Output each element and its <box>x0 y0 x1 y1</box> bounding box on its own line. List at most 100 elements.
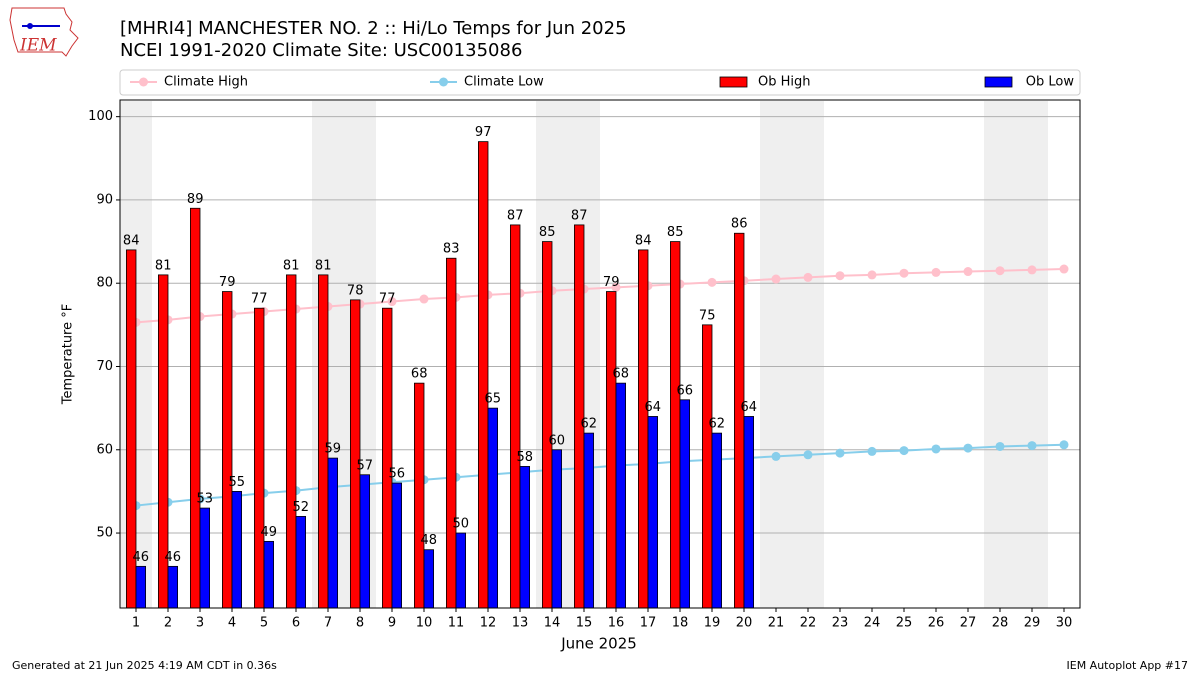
x-tick-label: 27 <box>960 616 977 631</box>
point <box>931 444 941 454</box>
bar <box>285 274 297 609</box>
x-tick-label: 6 <box>292 616 300 631</box>
y-tick-label: 60 <box>96 442 113 457</box>
logo-text: IEM <box>19 36 57 56</box>
x-tick-label: 4 <box>228 616 236 631</box>
bar <box>679 399 691 609</box>
weekend-band <box>984 101 1048 608</box>
data-label: 48 <box>421 533 438 548</box>
x-tick-label: 26 <box>928 616 945 631</box>
footer-right: IEM Autoplot App #17 <box>1067 659 1189 672</box>
data-label: 62 <box>581 417 598 432</box>
bar <box>221 291 233 609</box>
point <box>867 446 877 456</box>
bar <box>327 457 339 609</box>
x-tick-label: 16 <box>608 616 625 631</box>
data-label: 53 <box>197 492 214 507</box>
x-tick-label: 19 <box>704 616 721 631</box>
x-tick-label: 17 <box>640 616 657 631</box>
point <box>899 268 909 278</box>
logo-dot <box>27 23 33 29</box>
bar <box>349 299 361 609</box>
bar <box>263 540 275 609</box>
x-tick-label: 29 <box>1024 616 1041 631</box>
bar <box>711 432 723 609</box>
chart-title: [MHRI4] MANCHESTER NO. 2 :: Hi/Lo Temps … <box>120 18 627 39</box>
point <box>611 282 621 292</box>
legend-label: Ob High <box>758 75 811 90</box>
legend-marker <box>139 77 148 87</box>
data-label: 50 <box>453 517 470 532</box>
data-label: 78 <box>347 283 364 298</box>
data-label: 81 <box>315 258 332 273</box>
data-label: 46 <box>165 550 182 565</box>
data-label: 79 <box>603 275 620 290</box>
bar <box>135 565 147 609</box>
bar <box>743 416 755 609</box>
data-label: 64 <box>645 400 662 415</box>
point <box>835 271 845 281</box>
x-tick-label: 15 <box>576 616 593 631</box>
logo: IEM <box>9 7 79 57</box>
data-label: 57 <box>357 458 374 473</box>
bar <box>231 491 243 609</box>
data-label: 55 <box>229 475 246 490</box>
footer-left: Generated at 21 Jun 2025 4:19 AM CDT in … <box>12 659 277 672</box>
bar <box>583 432 595 609</box>
data-label: 85 <box>539 225 556 240</box>
legend-label: Climate High <box>164 75 248 90</box>
legend <box>119 69 1081 96</box>
weekend-band <box>760 101 824 608</box>
bar <box>295 515 307 609</box>
legend-marker <box>439 77 448 87</box>
data-label: 85 <box>667 225 684 240</box>
x-tick-label: 5 <box>260 616 268 631</box>
plot-frame <box>119 99 1081 609</box>
bar <box>359 474 371 609</box>
chart-subtitle: NCEI 1991-2020 Climate Site: USC00135086 <box>120 40 522 61</box>
bar <box>445 257 457 609</box>
bar <box>638 249 649 609</box>
data-label: 66 <box>677 383 694 398</box>
data-label: 77 <box>251 292 268 307</box>
x-tick-label: 23 <box>832 616 849 631</box>
data-label: 68 <box>411 367 428 382</box>
data-label: 59 <box>325 442 342 457</box>
y-tick-label: 90 <box>96 192 113 207</box>
x-tick-label: 7 <box>324 616 332 631</box>
data-label: 64 <box>741 400 758 415</box>
point <box>931 267 941 277</box>
bar <box>167 565 179 609</box>
y-tick-label: 80 <box>96 276 113 291</box>
point <box>963 443 973 453</box>
data-label: 81 <box>155 258 172 273</box>
bar <box>606 291 617 609</box>
x-tick-label: 22 <box>800 616 817 631</box>
data-label: 58 <box>517 450 534 465</box>
data-label: 83 <box>443 242 460 257</box>
data-label: 49 <box>261 525 278 540</box>
logo-outline <box>9 7 79 57</box>
bar <box>391 482 403 609</box>
x-tick-label: 14 <box>544 616 561 631</box>
point <box>1027 265 1037 275</box>
bar <box>487 407 499 609</box>
point <box>899 446 909 456</box>
x-tick-label: 24 <box>864 616 881 631</box>
x-tick-label: 25 <box>896 616 913 631</box>
x-tick-label: 9 <box>388 616 396 631</box>
bar <box>253 307 265 609</box>
x-tick-label: 11 <box>448 616 465 631</box>
point <box>963 267 973 277</box>
data-label: 97 <box>475 125 492 140</box>
data-label: 65 <box>485 392 502 407</box>
point <box>867 270 877 280</box>
legend-label: Ob Low <box>1026 75 1075 90</box>
bar <box>670 241 681 609</box>
point <box>771 274 781 284</box>
x-tick-label: 20 <box>736 616 753 631</box>
x-tick-label: 28 <box>992 616 1009 631</box>
bar <box>423 549 435 609</box>
bar <box>413 382 425 609</box>
